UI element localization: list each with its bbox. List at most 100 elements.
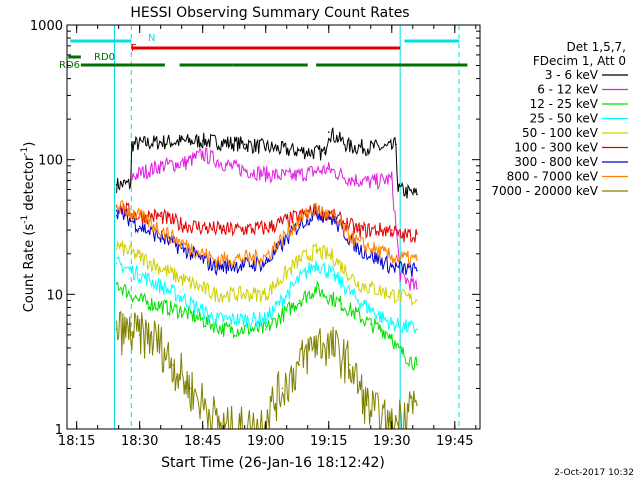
data-point xyxy=(214,259,217,261)
data-point xyxy=(222,229,225,231)
data-point xyxy=(390,334,393,336)
series-800-7000kev xyxy=(115,200,418,268)
data-point xyxy=(214,318,217,321)
legend-label: 300 - 800 keV xyxy=(514,155,598,169)
x-tick-label: 18:30 xyxy=(121,434,158,449)
series-line xyxy=(116,204,418,278)
y-axis-label-end: ) xyxy=(22,142,37,147)
data-point xyxy=(285,149,288,151)
data-point xyxy=(155,338,158,341)
data-point xyxy=(348,145,351,148)
data-point xyxy=(395,143,397,146)
data-point xyxy=(185,161,187,164)
data-point xyxy=(315,170,317,173)
data-point xyxy=(243,143,246,146)
data-point xyxy=(115,262,118,265)
data-point xyxy=(390,266,393,268)
data-point xyxy=(180,278,183,280)
series-line xyxy=(131,147,418,291)
data-point xyxy=(115,282,118,285)
legend-label: 50 - 100 keV xyxy=(522,126,599,140)
data-point xyxy=(264,227,267,229)
data-point xyxy=(390,147,393,149)
x-tick-label: 19:00 xyxy=(247,434,284,449)
data-point xyxy=(399,273,401,276)
data-point xyxy=(416,193,418,196)
data-point xyxy=(332,347,334,349)
data-point xyxy=(180,223,183,226)
data-point xyxy=(180,296,183,299)
data-point xyxy=(332,273,334,276)
data-point xyxy=(180,310,183,312)
series-12-25kev xyxy=(115,280,418,371)
data-point xyxy=(332,255,334,258)
data-point xyxy=(369,181,372,184)
data-point xyxy=(416,328,418,331)
data-point xyxy=(298,218,301,221)
data-point xyxy=(357,282,359,285)
legend-label: 12 - 25 keV xyxy=(530,97,599,111)
series-line xyxy=(116,200,418,268)
data-point xyxy=(390,323,393,326)
data-point xyxy=(332,218,334,221)
data-point xyxy=(115,244,118,247)
legend-label: 6 - 12 keV xyxy=(537,83,599,97)
data-point xyxy=(365,404,368,407)
data-point xyxy=(129,183,132,185)
data-point xyxy=(298,259,301,261)
series-50-100kev xyxy=(115,240,418,307)
x-tick-label: 19:15 xyxy=(310,434,347,449)
y-axis-label-mid: detector xyxy=(22,155,37,215)
data-point xyxy=(315,340,317,342)
data-point xyxy=(201,153,204,155)
data-point xyxy=(323,152,326,154)
timestamp: 2-Oct-2017 10:32 xyxy=(554,468,634,478)
data-point xyxy=(357,242,359,244)
data-point xyxy=(264,318,267,321)
data-point xyxy=(214,293,217,296)
data-point xyxy=(390,255,393,258)
data-point xyxy=(416,233,418,235)
data-point xyxy=(264,293,267,296)
data-point xyxy=(348,178,351,180)
data-point xyxy=(315,250,317,252)
data-point xyxy=(416,363,418,366)
data-point xyxy=(138,273,141,276)
data-point xyxy=(115,184,118,186)
flag-label-f: F xyxy=(131,43,137,54)
data-point xyxy=(340,303,343,305)
data-point xyxy=(264,173,267,175)
data-point xyxy=(357,299,359,302)
flag-label-n: N xyxy=(148,33,155,44)
data-point xyxy=(327,131,330,133)
legend-header-1: Det 1,5,7, xyxy=(567,40,627,54)
series-6-12kev xyxy=(131,147,418,291)
data-point xyxy=(138,299,141,302)
data-point xyxy=(159,141,162,143)
legend-label: 800 - 7000 keV xyxy=(507,170,599,184)
legend-header-2: FDecim 1, Att 0 xyxy=(533,54,626,68)
data-point xyxy=(231,166,233,168)
data-point xyxy=(122,331,124,334)
data-point xyxy=(281,387,284,390)
data-point xyxy=(416,299,418,302)
series-line xyxy=(116,127,418,199)
plot-area xyxy=(113,25,460,430)
data-point xyxy=(298,278,301,280)
data-point xyxy=(416,269,418,272)
y-axis: 1 10 100 1000 xyxy=(30,19,480,438)
data-point xyxy=(180,242,183,244)
data-point xyxy=(332,217,334,219)
data-point xyxy=(327,168,330,170)
series-25-50kev xyxy=(115,255,418,335)
y-tick-label: 1000 xyxy=(30,19,63,34)
data-point xyxy=(264,255,267,258)
series-300-800kev xyxy=(115,204,418,278)
data-point xyxy=(407,404,410,407)
data-point xyxy=(416,404,418,407)
x-tick-label: 19:30 xyxy=(373,434,410,449)
series-line xyxy=(116,240,418,307)
data-point xyxy=(138,255,141,258)
